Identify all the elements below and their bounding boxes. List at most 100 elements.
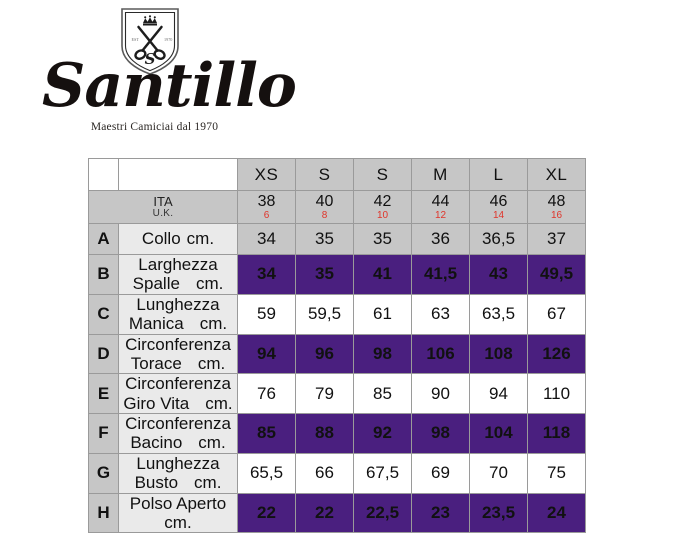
measurement-unit: cm. bbox=[198, 433, 226, 453]
cell-h-0: 22 bbox=[237, 492, 296, 533]
cell-a-5: 37 bbox=[527, 223, 586, 255]
measurement-label-a: Collo cm. bbox=[118, 223, 238, 255]
table-row: E Circonferenza Giro Vita cm. 76 79 85 90 94 110 bbox=[88, 373, 586, 414]
cell-g-0: 65,5 bbox=[237, 452, 296, 494]
measurement-label-f: Circonferenza Bacino cm. bbox=[118, 413, 238, 454]
cell-g-4: 70 bbox=[469, 452, 528, 494]
cell-f-2: 92 bbox=[353, 413, 412, 454]
standards-cell-1: 40 8 bbox=[295, 190, 354, 224]
measurement-label-b: Larghezza Spalle cm. bbox=[118, 254, 238, 295]
table-row: C Lunghezza Manica cm. 59 59,5 61 63 63,5 67 bbox=[88, 293, 586, 335]
cell-b-2: 41 bbox=[353, 254, 412, 295]
standards-cell-3: 44 12 bbox=[411, 190, 470, 224]
uk-value-3: 12 bbox=[434, 209, 447, 221]
cell-a-1: 35 bbox=[295, 223, 354, 255]
measurement-label-d: Circonferenza Torace cm. bbox=[118, 333, 238, 375]
brand-name: Santillo bbox=[42, 51, 297, 121]
row-letter-d: D bbox=[88, 333, 119, 375]
shield-scissors-crest-icon: EST 1970 S bbox=[116, 6, 184, 76]
table-row: B Larghezza Spalle cm. 34 35 41 41,5 43 49,5 bbox=[88, 254, 586, 295]
measurement-text-line2: Torace cm. bbox=[119, 354, 237, 373]
measurement-text: Polso Aperto cm. bbox=[129, 493, 227, 532]
measurement-subtext: Manica bbox=[128, 314, 184, 334]
table-row: F Circonferenza Bacino cm. 85 88 92 98 104 118 bbox=[88, 413, 586, 454]
cell-g-5: 75 bbox=[527, 452, 586, 494]
row-letter-e: E bbox=[88, 373, 119, 414]
size-header-5: XL bbox=[527, 158, 586, 191]
size-header-1: S bbox=[295, 158, 354, 191]
ita-value-5: 48 bbox=[547, 192, 566, 210]
cell-e-4: 94 bbox=[469, 373, 528, 414]
cell-e-3: 90 bbox=[411, 373, 470, 414]
measurement-label-e: Circonferenza Giro Vita cm. bbox=[118, 373, 238, 414]
size-chart-table: XS S S M L XL ITA U.K. 38 6 40 8 42 10 bbox=[88, 158, 586, 533]
ita-value-0: 38 bbox=[257, 192, 276, 210]
measurement-subtext: Spalle bbox=[132, 274, 180, 294]
cell-c-4: 63,5 bbox=[469, 293, 528, 335]
cell-h-3: 23 bbox=[411, 492, 470, 533]
ita-label: ITA bbox=[153, 193, 173, 209]
row-letter-a: A bbox=[88, 223, 119, 255]
measurement-label-h: Polso Aperto cm. bbox=[118, 492, 238, 533]
ita-value-3: 44 bbox=[431, 192, 450, 210]
measurement-text-line2: Giro Vita cm. bbox=[119, 394, 237, 413]
ita-value-4: 46 bbox=[489, 192, 508, 210]
cell-g-1: 66 bbox=[295, 452, 354, 494]
cell-f-3: 98 bbox=[411, 413, 470, 454]
cell-d-3: 106 bbox=[411, 333, 470, 375]
cell-b-5: 49,5 bbox=[527, 254, 586, 295]
cell-e-1: 79 bbox=[295, 373, 354, 414]
standards-cell-0: 38 6 bbox=[237, 190, 296, 224]
standards-cell-2: 42 10 bbox=[353, 190, 412, 224]
table-row: A Collo cm. 34 35 35 36 36,5 37 bbox=[88, 223, 586, 255]
measurement-subtext: Giro Vita bbox=[123, 393, 190, 413]
uk-value-4: 14 bbox=[492, 209, 505, 221]
measurement-subtext: Torace bbox=[130, 353, 182, 373]
cell-d-1: 96 bbox=[295, 333, 354, 375]
cell-c-1: 59,5 bbox=[295, 293, 354, 335]
cell-c-3: 63 bbox=[411, 293, 470, 335]
brand-tagline: Maestri Camiciai dal 1970 bbox=[90, 121, 219, 133]
uk-label: U.K. bbox=[152, 207, 174, 219]
size-header-row: XS S S M L XL bbox=[88, 158, 586, 191]
table-row: H Polso Aperto cm. 22 22 22,5 23 23,5 24 bbox=[88, 492, 586, 533]
uk-value-1: 8 bbox=[321, 209, 328, 221]
measurement-unit: cm. bbox=[205, 393, 233, 413]
table-row: G Lunghezza Busto cm. 65,5 66 67,5 69 70 75 bbox=[88, 452, 586, 494]
measurement-text-line1: Circonferenza bbox=[125, 374, 231, 394]
uk-value-5: 16 bbox=[550, 209, 563, 221]
uk-value-0: 6 bbox=[263, 209, 270, 221]
row-letter-h: H bbox=[88, 492, 119, 533]
ita-value-1: 40 bbox=[315, 192, 334, 210]
svg-text:S: S bbox=[145, 50, 156, 68]
uk-value-2: 10 bbox=[376, 209, 389, 221]
cell-d-0: 94 bbox=[237, 333, 296, 375]
ita-value-2: 42 bbox=[373, 192, 392, 210]
cell-a-0: 34 bbox=[237, 223, 296, 255]
standards-row: ITA U.K. 38 6 40 8 42 10 44 12 46 14 bbox=[88, 190, 586, 224]
measurement-text: Collo bbox=[141, 229, 181, 249]
cell-c-0: 59 bbox=[237, 293, 296, 335]
cell-f-4: 104 bbox=[469, 413, 528, 454]
cell-h-2: 22,5 bbox=[353, 492, 412, 533]
cell-c-2: 61 bbox=[353, 293, 412, 335]
cell-b-1: 35 bbox=[295, 254, 354, 295]
cell-a-3: 36 bbox=[411, 223, 470, 255]
row-letter-b: B bbox=[88, 254, 119, 295]
measurement-text-line1: Circonferenza bbox=[125, 334, 231, 354]
cell-e-0: 76 bbox=[237, 373, 296, 414]
size-header-4: L bbox=[469, 158, 528, 191]
cell-a-4: 36,5 bbox=[469, 223, 528, 255]
cell-d-5: 126 bbox=[527, 333, 586, 375]
cell-b-3: 41,5 bbox=[411, 254, 470, 295]
brand-logo: EST 1970 S Santillo Maestri Camiciai dal… bbox=[42, 4, 297, 144]
measurement-text-line1: Lunghezza bbox=[136, 294, 220, 314]
corner-blank-letter bbox=[88, 158, 119, 191]
cell-e-5: 110 bbox=[527, 373, 586, 414]
measurement-unit: cm. bbox=[194, 473, 222, 493]
measurement-unit: cm. bbox=[199, 314, 228, 334]
cell-g-2: 67,5 bbox=[353, 452, 412, 494]
standards-label: ITA U.K. bbox=[88, 190, 238, 224]
cell-f-0: 85 bbox=[237, 413, 296, 454]
measurement-text-line2: Spalle cm. bbox=[119, 274, 237, 293]
